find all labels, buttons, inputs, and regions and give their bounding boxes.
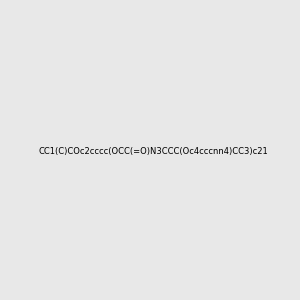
Text: CC1(C)COc2cccc(OCC(=O)N3CCC(Oc4cccnn4)CC3)c21: CC1(C)COc2cccc(OCC(=O)N3CCC(Oc4cccnn4)CC… — [39, 147, 268, 156]
